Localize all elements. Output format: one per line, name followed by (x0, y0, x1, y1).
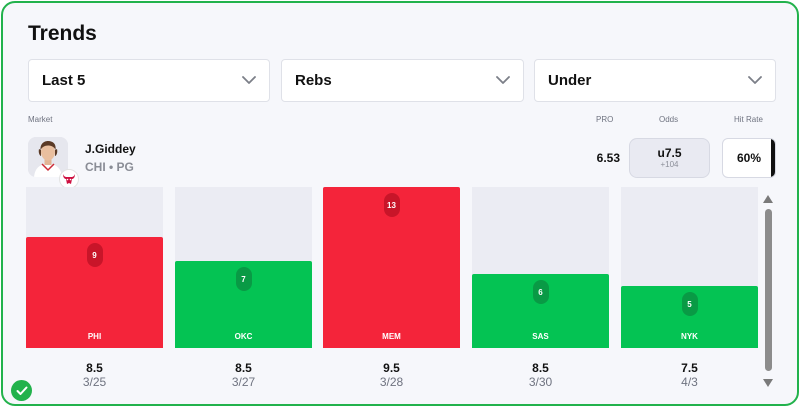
check-icon (11, 380, 32, 401)
period-dropdown[interactable]: Last 5 (28, 59, 270, 102)
player-name[interactable]: J.Giddey (85, 142, 136, 156)
odds-button[interactable]: u7.5 +104 (629, 138, 710, 178)
player-team-position: CHI • PG (85, 160, 134, 174)
bar-column-okc[interactable]: 7 OKC (175, 187, 312, 348)
chevron-down-icon (495, 73, 511, 89)
hit-rate-header: Hit Rate (734, 115, 763, 124)
hit-rate-value: 60% (736, 151, 762, 165)
bar-column-sas[interactable]: 6 SAS (472, 187, 609, 348)
bar-team-label: MEM (382, 332, 401, 341)
bar-team-label: SAS (532, 332, 549, 341)
bar-fill: 6 SAS (472, 274, 609, 348)
bar-value-label: 7 (235, 267, 252, 291)
hit-rate-edge (771, 139, 775, 177)
bar-team-label: PHI (87, 332, 102, 341)
bar-team-label: OKC (234, 332, 253, 341)
bar-fill: 5 NYK (621, 286, 758, 348)
odds-price: +104 (660, 160, 679, 169)
bar-value-label: 5 (681, 292, 698, 316)
bar-fill: 9 PHI (26, 237, 163, 348)
bar-column-nyk[interactable]: 5 NYK (621, 187, 758, 348)
page-title: Trends (28, 22, 97, 45)
scroll-down-arrow-icon[interactable] (762, 377, 774, 389)
hit-rate-box: 60% (722, 138, 776, 178)
period-dropdown-value: Last 5 (42, 72, 86, 89)
bar-value-label: 9 (86, 243, 103, 267)
chevron-down-icon (241, 73, 257, 89)
chevron-down-icon (747, 73, 763, 89)
market-header: Market (28, 115, 53, 124)
odds-line: u7.5 (657, 146, 682, 160)
bulls-logo-icon (59, 169, 79, 189)
side-dropdown[interactable]: Under (534, 59, 776, 102)
scroll-up-arrow-icon[interactable] (762, 193, 774, 205)
bar-team-label: NYK (681, 332, 698, 341)
scrollbar-thumb[interactable] (765, 209, 772, 371)
bar-value-label: 6 (532, 280, 549, 304)
side-dropdown-value: Under (548, 72, 592, 89)
bar-value-label: 13 (383, 193, 400, 217)
bar-column-phi[interactable]: 9 PHI (26, 187, 163, 348)
bar-fill: 13 MEM (323, 187, 460, 348)
bar-column-mem[interactable]: 13 MEM (323, 187, 460, 348)
odds-header: Odds (659, 115, 679, 124)
pro-value: 6.53 (596, 151, 620, 165)
stat-dropdown-value: Rebs (295, 72, 332, 89)
bar-fill: 7 OKC (175, 261, 312, 348)
pro-header: PRO (596, 115, 614, 124)
stat-dropdown[interactable]: Rebs (281, 59, 524, 102)
avatar (28, 137, 68, 177)
